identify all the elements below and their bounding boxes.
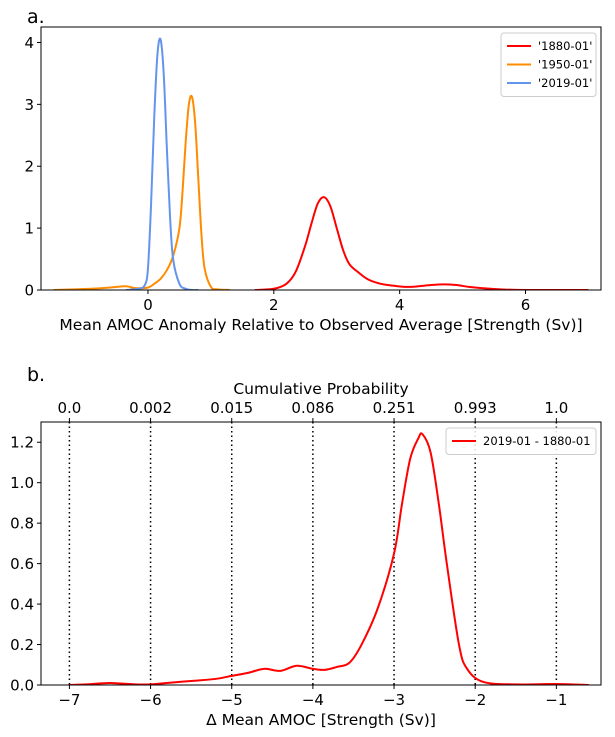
series-line-0: [254, 196, 589, 290]
y-tick-label: 0.4: [10, 596, 34, 614]
top-tick-label: 0.0: [57, 399, 81, 417]
top-tick-label: 0.002: [129, 399, 172, 417]
y-tick-label: 0: [24, 282, 34, 300]
top-tick-label: 0.251: [373, 399, 416, 417]
y-tick-label: 1.0: [10, 474, 34, 492]
series-line-0: [69, 432, 589, 685]
x-tick-label: −3: [383, 691, 405, 709]
top-tick-label: 0.086: [291, 399, 334, 417]
x-tick-label: 0: [143, 296, 153, 314]
x-tick-label: −4: [302, 691, 324, 709]
legend-entry: '1950-01': [538, 58, 592, 72]
panel-b: b. −7 −6 −5 −4 −3 −2 −1 0.0 0.2 0.4 0.6 0.8 1.0 1.2 Δ M…: [10, 364, 602, 729]
x-tick-label: −1: [545, 691, 567, 709]
y-tick-label: 1.2: [10, 434, 34, 452]
y-tick-label: 0.0: [10, 677, 34, 695]
y-tick-label: 0.2: [10, 636, 34, 654]
x-tick-label: −7: [58, 691, 80, 709]
top-tick-label: 0.993: [454, 399, 497, 417]
x-tick-label: −6: [140, 691, 162, 709]
top-axis-label: Cumulative Probability: [233, 380, 408, 398]
x-tick-label: 6: [521, 296, 531, 314]
legend: '1880-01' '1950-01' '2019-01': [500, 32, 597, 97]
legend-box: [500, 32, 597, 97]
x-tick-label: 4: [395, 296, 405, 314]
top-tick-label: 0.015: [210, 399, 253, 417]
plot-frame: [40, 26, 602, 291]
legend: 2019-01 - 1880-01: [445, 427, 597, 455]
x-tick-label: 2: [269, 296, 279, 314]
panel-label: a.: [27, 6, 45, 28]
panel-label: b.: [27, 364, 45, 386]
series-line-1: [53, 94, 230, 290]
panel-a: a. 0 2 4 6 0 1 2 3 4 Mean AMOC Anomaly Relative to…: [24, 6, 602, 334]
y-tick-label: 0.6: [10, 555, 34, 573]
y-tick-label: 1: [24, 220, 34, 238]
legend-entry: 2019-01 - 1880-01: [483, 434, 591, 448]
x-axis-label: Δ Mean AMOC [Strength (Sv)]: [206, 711, 436, 729]
y-tick-label: 2: [24, 158, 34, 176]
y-tick-label: 0.8: [10, 515, 34, 533]
legend-entry: '2019-01': [538, 76, 592, 90]
y-tick-label: 3: [24, 96, 34, 114]
series-line-2: [125, 37, 199, 290]
x-axis-label: Mean AMOC Anomaly Relative to Observed A…: [59, 316, 582, 334]
y-tick-label: 4: [24, 34, 34, 52]
plot-frame: [40, 421, 602, 686]
legend-entry: '1880-01': [538, 39, 592, 53]
x-tick-label: −5: [221, 691, 243, 709]
x-tick-label: −2: [464, 691, 486, 709]
legend-box: [445, 427, 597, 455]
top-tick-label: 1.0: [544, 399, 568, 417]
